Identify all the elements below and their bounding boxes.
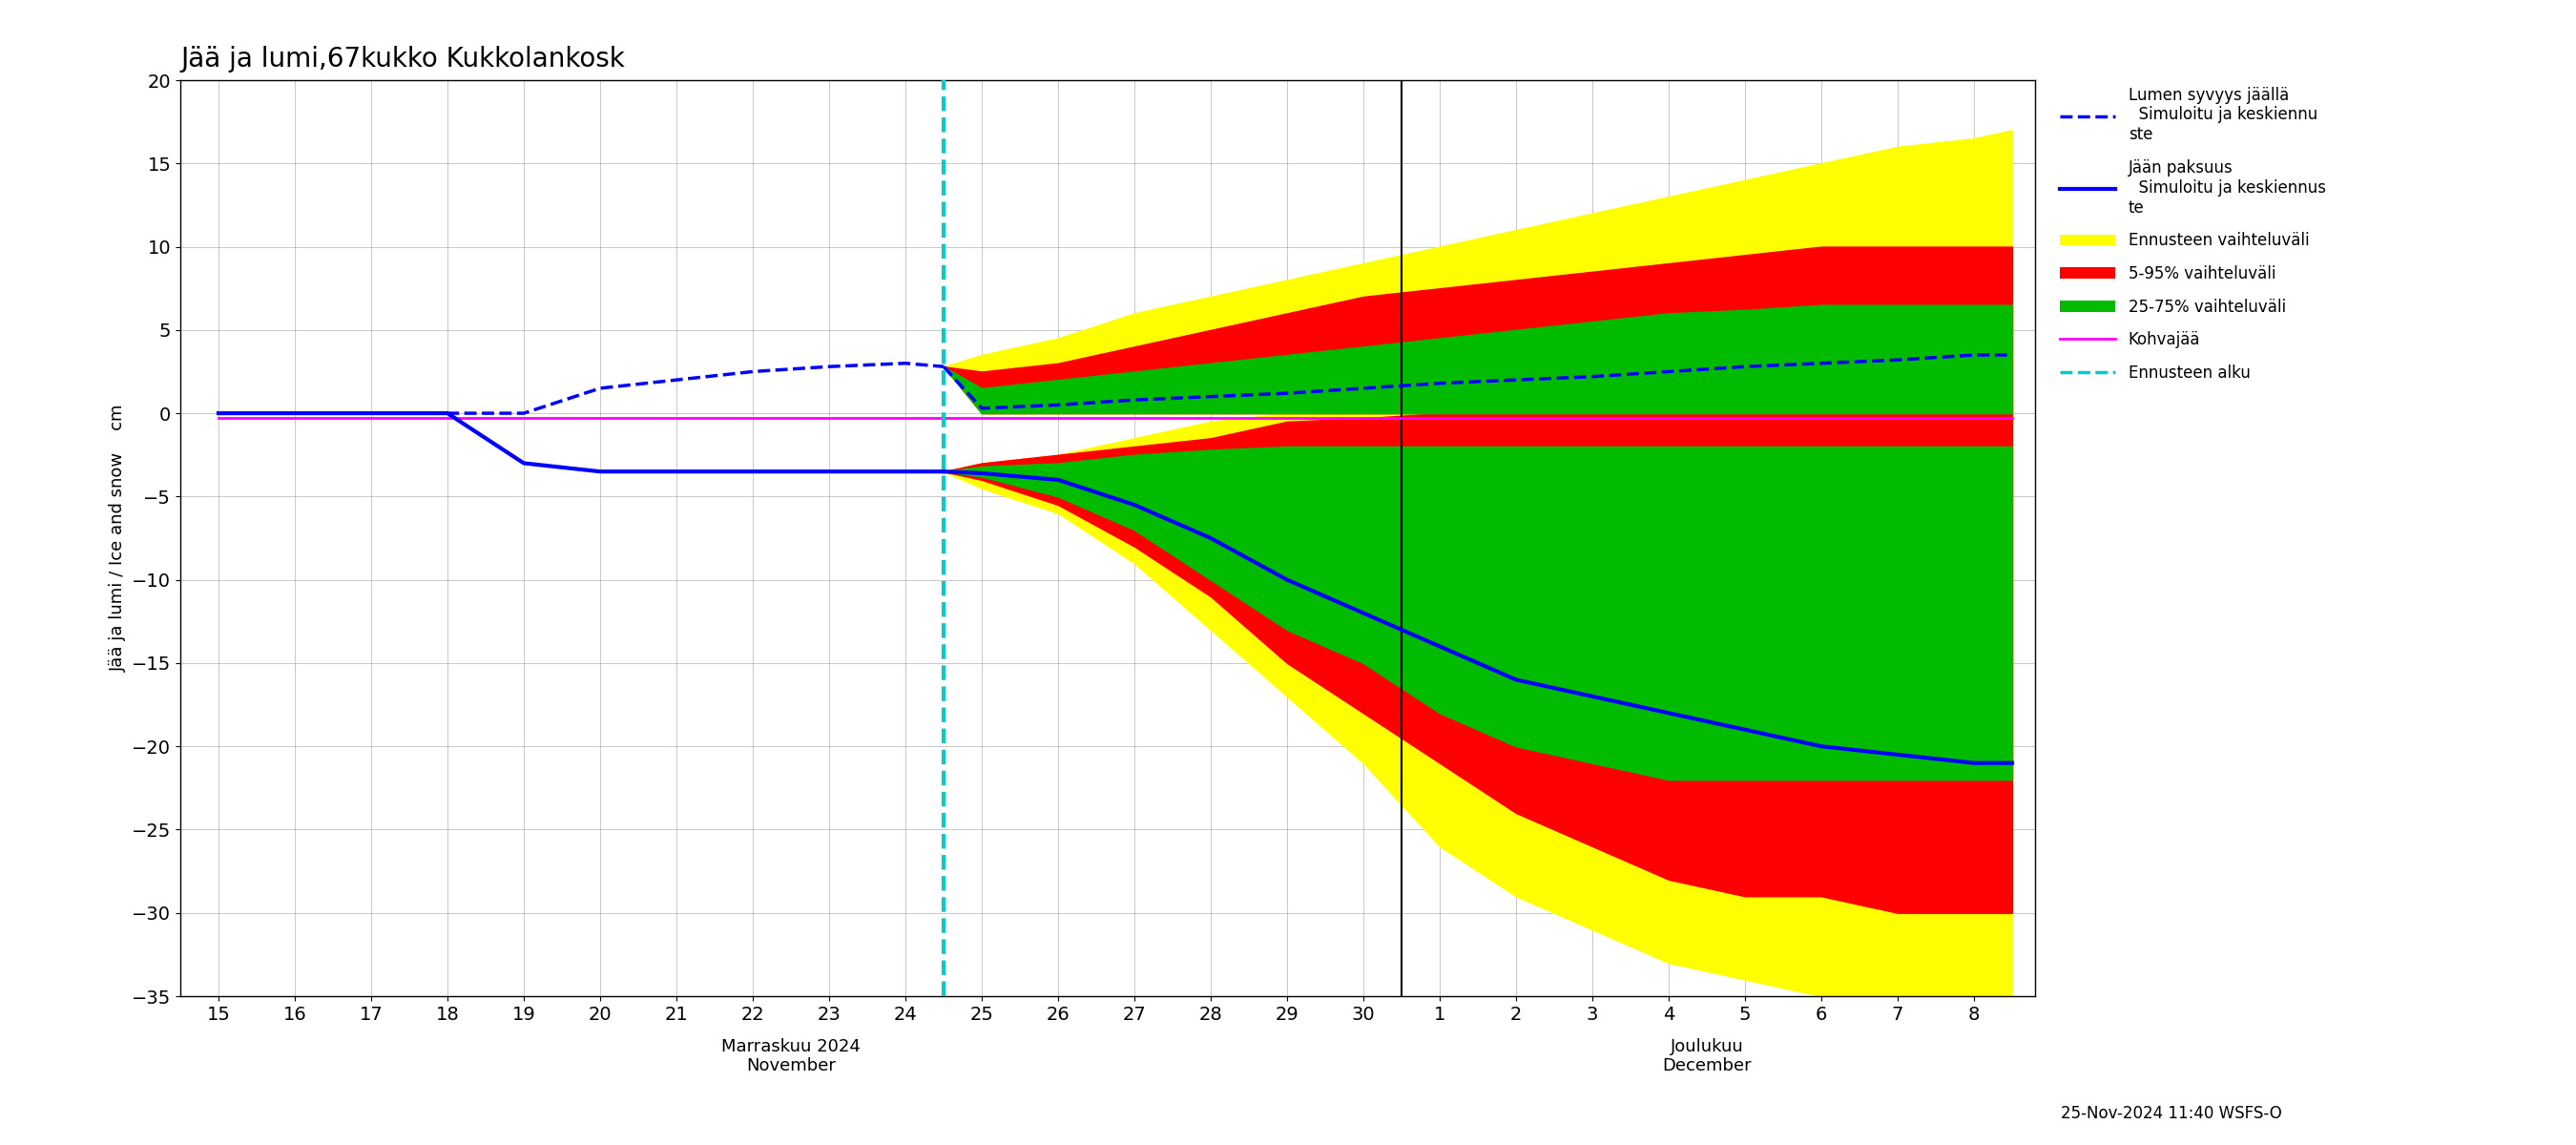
- Text: 25-Nov-2024 11:40 WSFS-O: 25-Nov-2024 11:40 WSFS-O: [2061, 1105, 2282, 1122]
- Text: Jää ja lumi,67kukko Kukkolankosk: Jää ja lumi,67kukko Kukkolankosk: [180, 46, 623, 72]
- Legend: Lumen syvyys jäällä
  Simuloitu ja keskiennu
ste, Jään paksuus
  Simuloitu ja ke: Lumen syvyys jäällä Simuloitu ja keskien…: [2053, 80, 2331, 388]
- Text: Marraskuu 2024
November: Marraskuu 2024 November: [721, 1037, 860, 1075]
- Y-axis label: Jää ja lumi / Ice and snow    cm: Jää ja lumi / Ice and snow cm: [108, 404, 126, 672]
- Text: Joulukuu
December: Joulukuu December: [1662, 1037, 1752, 1075]
